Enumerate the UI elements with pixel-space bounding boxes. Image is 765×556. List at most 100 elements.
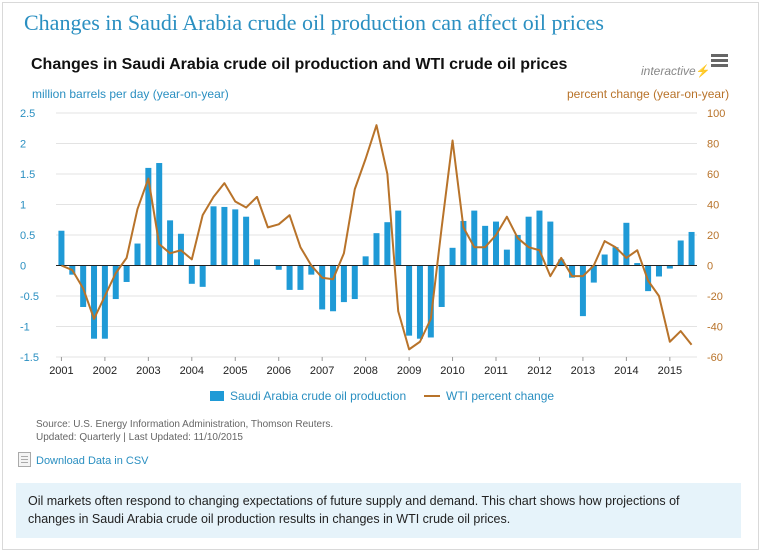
left-y-tick: 1 bbox=[20, 200, 26, 212]
bar[interactable] bbox=[460, 220, 467, 266]
bar[interactable] bbox=[536, 210, 543, 266]
wti-line[interactable] bbox=[61, 124, 693, 351]
x-tick-labels: 2001 2002 2003 2004 2005 2006 2007 2008 2009 2010… bbox=[49, 357, 682, 377]
x-tick: 2008 bbox=[353, 365, 377, 377]
lightning-icon: ⚡ bbox=[695, 64, 711, 78]
line-swatch-icon bbox=[424, 395, 440, 397]
bar[interactable] bbox=[275, 265, 282, 270]
bar[interactable] bbox=[286, 265, 293, 290]
bar[interactable] bbox=[351, 265, 358, 300]
source-note: Source: U.S. Energy Information Administ… bbox=[36, 418, 333, 444]
bar[interactable] bbox=[330, 265, 337, 312]
x-tick: 2014 bbox=[614, 365, 638, 377]
right-y-tick: 100 bbox=[707, 108, 725, 120]
bar-series bbox=[58, 163, 695, 339]
bar[interactable] bbox=[655, 265, 662, 277]
bar[interactable] bbox=[503, 249, 510, 266]
bar[interactable] bbox=[514, 235, 521, 266]
bar[interactable] bbox=[145, 167, 152, 266]
bar[interactable] bbox=[525, 216, 532, 266]
left-y-tick: 2 bbox=[20, 139, 26, 151]
bar[interactable] bbox=[58, 230, 65, 266]
bar[interactable] bbox=[493, 221, 500, 266]
right-axis-unit-label: percent change (year-on-year) bbox=[567, 87, 730, 101]
bar[interactable] bbox=[101, 265, 108, 339]
bar[interactable] bbox=[80, 265, 87, 307]
x-tick: 2006 bbox=[266, 365, 290, 377]
bar[interactable] bbox=[362, 256, 369, 266]
bar[interactable] bbox=[438, 265, 445, 307]
bar[interactable] bbox=[579, 265, 586, 317]
bar[interactable] bbox=[253, 259, 260, 266]
bar[interactable] bbox=[221, 206, 228, 266]
left-y-tick: 0.5 bbox=[20, 230, 35, 242]
bar[interactable] bbox=[677, 240, 684, 266]
bar[interactable] bbox=[547, 221, 554, 266]
bar[interactable] bbox=[373, 233, 380, 266]
right-y-tick: 0 bbox=[707, 261, 713, 273]
legend-label-saudi-production: Saudi Arabia crude oil production bbox=[230, 389, 407, 403]
legend-item-saudi-production[interactable]: Saudi Arabia crude oil production bbox=[210, 389, 406, 403]
bar[interactable] bbox=[634, 263, 641, 266]
x-tick: 2013 bbox=[571, 365, 595, 377]
chart-plot: 2.5 2 1.5 1 0.5 0 -0.5 -1 -1.5 100 80 60 40 20 0 -20 -4… bbox=[20, 108, 725, 377]
x-tick: 2010 bbox=[440, 365, 464, 377]
bar[interactable] bbox=[232, 209, 239, 266]
chart-title: Changes in Saudi Arabia crude oil produc… bbox=[31, 56, 568, 73]
bar[interactable] bbox=[406, 265, 413, 336]
bar[interactable] bbox=[558, 259, 565, 266]
left-y-tick: 1.5 bbox=[20, 169, 35, 181]
bar[interactable] bbox=[340, 265, 347, 303]
bar[interactable] bbox=[91, 265, 98, 339]
bar[interactable] bbox=[134, 243, 141, 266]
download-csv-link[interactable]: Download Data in CSV bbox=[18, 452, 149, 467]
bar[interactable] bbox=[188, 265, 195, 284]
bar[interactable] bbox=[612, 247, 619, 266]
bar[interactable] bbox=[384, 222, 391, 266]
bar[interactable] bbox=[471, 210, 478, 266]
x-tick: 2015 bbox=[658, 365, 682, 377]
bar[interactable] bbox=[167, 220, 174, 266]
left-y-tick: -1.5 bbox=[20, 352, 39, 364]
bar[interactable] bbox=[210, 206, 217, 266]
download-csv-label: Download Data in CSV bbox=[36, 455, 149, 467]
line-series bbox=[61, 124, 693, 351]
bar[interactable] bbox=[590, 265, 597, 283]
bar[interactable] bbox=[319, 265, 326, 310]
bar[interactable] bbox=[569, 265, 576, 278]
right-y-tick: 60 bbox=[707, 169, 719, 181]
bar[interactable] bbox=[416, 265, 423, 339]
bar[interactable] bbox=[199, 265, 206, 287]
x-tick: 2003 bbox=[136, 365, 160, 377]
legend-label-wti: WTI percent change bbox=[446, 389, 555, 403]
hamburger-menu-icon[interactable] bbox=[711, 54, 728, 68]
right-y-tick: -20 bbox=[707, 291, 723, 303]
bar[interactable] bbox=[449, 247, 456, 266]
bar[interactable] bbox=[308, 265, 315, 275]
x-tick: 2009 bbox=[397, 365, 421, 377]
x-tick: 2011 bbox=[484, 365, 508, 377]
document-icon bbox=[18, 452, 31, 467]
bar[interactable] bbox=[243, 216, 250, 266]
bar[interactable] bbox=[482, 225, 489, 266]
x-tick: 2002 bbox=[93, 365, 117, 377]
right-y-tick: -60 bbox=[707, 352, 723, 364]
page-title: Changes in Saudi Arabia crude oil produc… bbox=[24, 10, 604, 35]
bar[interactable] bbox=[395, 210, 402, 266]
bar[interactable] bbox=[156, 163, 163, 266]
x-tick: 2001 bbox=[49, 365, 73, 377]
bar[interactable] bbox=[623, 222, 630, 266]
legend-item-wti[interactable]: WTI percent change bbox=[424, 389, 554, 403]
left-y-tick: 2.5 bbox=[20, 108, 35, 120]
interactive-label: interactive⚡ bbox=[641, 64, 711, 78]
left-y-tick: 0 bbox=[20, 261, 26, 273]
bar[interactable] bbox=[601, 254, 608, 266]
bar[interactable] bbox=[427, 265, 434, 338]
bar[interactable] bbox=[123, 265, 130, 282]
bar[interactable] bbox=[688, 231, 695, 266]
x-tick: 2004 bbox=[180, 365, 204, 377]
x-tick: 2005 bbox=[223, 365, 247, 377]
bar[interactable] bbox=[112, 265, 119, 300]
bar[interactable] bbox=[297, 265, 304, 290]
bar[interactable] bbox=[666, 265, 673, 269]
